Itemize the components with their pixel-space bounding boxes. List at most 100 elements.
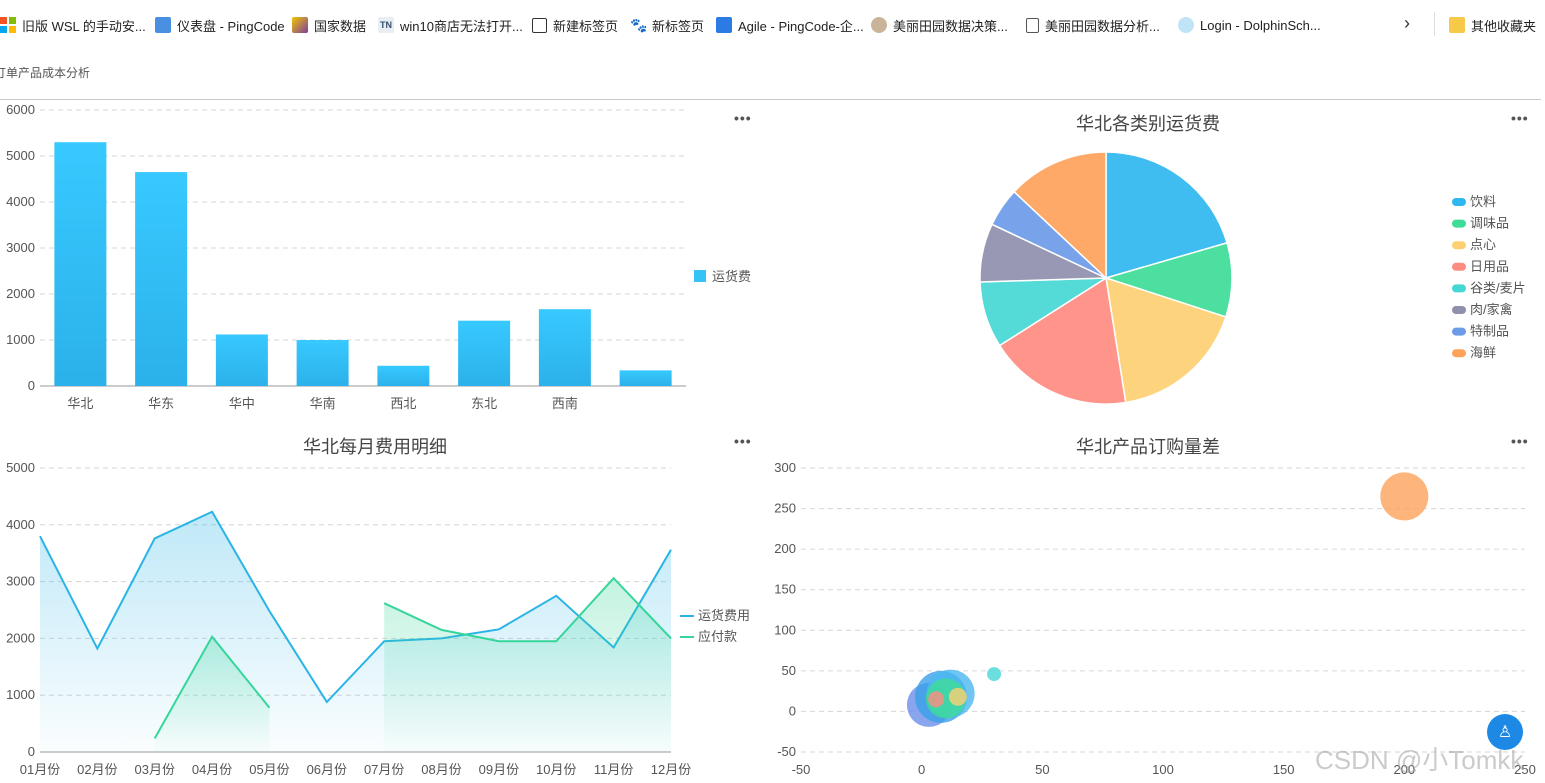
legend-label: 海鲜: [1470, 345, 1496, 360]
bookmark-item[interactable]: 🐾 新标签页: [630, 14, 704, 36]
y-tick-label: 1000: [6, 687, 35, 702]
bookmark-label: 国家数据: [314, 18, 367, 34]
y-tick-label: 1000: [6, 332, 35, 347]
legend-label: 日用品: [1470, 259, 1509, 274]
pingcode-icon: [155, 17, 171, 33]
bookmark-item[interactable]: 美丽田园数据分析...: [1026, 14, 1160, 36]
legend-label: 特制品: [1470, 324, 1509, 339]
watermark: CSDN @小Tomkk: [1315, 745, 1524, 775]
y-tick-label: 200: [774, 541, 796, 556]
y-tick-label: 6000: [6, 102, 35, 117]
legend-swatch: [1452, 262, 1466, 271]
more-options-icon[interactable]: •••: [1511, 110, 1529, 126]
header-divider: [0, 99, 1541, 100]
y-tick-label: 150: [774, 582, 796, 597]
bookmark-item[interactable]: 美丽田园数据决策...: [871, 14, 1008, 36]
series-area: [384, 578, 671, 752]
series-line: [383, 576, 672, 643]
x-tick-label: 100: [1152, 762, 1174, 777]
bookmark-item[interactable]: Login - DolphinSch...: [1178, 14, 1321, 36]
legend-label: 谷类/麦片: [1470, 280, 1526, 295]
x-tick-label: 华中: [229, 396, 255, 411]
more-options-icon[interactable]: •••: [1511, 433, 1529, 449]
scatter-point: [948, 687, 967, 706]
pie-slice: [1103, 241, 1233, 318]
y-tick-label: 50: [782, 663, 796, 678]
x-tick-label: 华南: [310, 396, 336, 411]
bar: [377, 365, 430, 386]
bookmark-label: 美丽田园数据分析...: [1045, 18, 1160, 34]
series-line: [39, 510, 672, 704]
y-tick-label: 250: [774, 501, 796, 516]
x-tick-label: 09月份: [479, 762, 519, 777]
bookmark-item[interactable]: 仪表盘 - PingCode: [155, 14, 285, 36]
bookmark-item[interactable]: 旧版 WSL 的手动安...: [0, 14, 146, 36]
legend-label: 调味品: [1470, 216, 1509, 231]
more-options-icon[interactable]: •••: [734, 433, 752, 449]
legend-label: 饮料: [1470, 194, 1496, 209]
series-area: [154, 636, 270, 752]
bookmarks-bar: 旧版 WSL 的手动安... 仪表盘 - PingCode 国家数据 TN wi…: [0, 0, 1545, 50]
y-tick-label: 2000: [6, 286, 35, 301]
scatter-point: [928, 691, 945, 708]
line-chart: 0 1000 2000 3000 4000 5000 01月份 02月份 03月份 04月份 05月…: [6, 460, 750, 777]
new-tab-icon: [532, 17, 547, 33]
x-tick-label: 01月份: [20, 762, 60, 777]
x-tick-label: 东北: [471, 396, 497, 411]
pie-slice: [1105, 151, 1228, 279]
bookmark-item[interactable]: 新建标签页: [532, 14, 618, 36]
folder-icon: [1449, 17, 1465, 33]
y-tick-label: 4000: [6, 517, 35, 532]
bar: [296, 340, 349, 386]
bird-logo-icon: [871, 17, 887, 33]
legend-swatch: [1452, 327, 1466, 336]
bookmark-label: 美丽田园数据决策...: [893, 18, 1008, 34]
x-tick-label: 西南: [552, 396, 578, 411]
bookmark-item[interactable]: TN win10商店无法打开...: [378, 14, 523, 36]
agile-icon: [716, 17, 732, 33]
x-tick-label: 10月份: [536, 762, 576, 777]
bookmark-item[interactable]: Agile - PingCode-企...: [716, 14, 864, 36]
page-title: 订单产品成本分析: [0, 66, 91, 80]
y-tick-label: 0: [789, 703, 796, 718]
y-tick-label: -50: [777, 744, 796, 759]
chevron-right-icon[interactable]: ›: [1404, 13, 1410, 33]
x-tick-label: 50: [1035, 762, 1049, 777]
y-tick-label: 0: [28, 378, 35, 393]
dolphin-icon: [1178, 17, 1194, 33]
y-tick-label: 300: [774, 460, 796, 475]
series-line: [153, 634, 271, 739]
y-tick-label: 5000: [6, 148, 35, 163]
bookmark-item[interactable]: 国家数据: [292, 14, 366, 36]
other-bookmarks-folder[interactable]: 其他收藏夹: [1449, 14, 1536, 36]
x-tick-label: 06月份: [307, 762, 347, 777]
x-tick-label: 12月份: [651, 762, 691, 777]
bar: [458, 320, 511, 386]
x-tick-label: 11月份: [594, 762, 634, 777]
y-tick-label: 4000: [6, 194, 35, 209]
bookmark-label: Agile - PingCode-企...: [738, 18, 864, 34]
x-tick-label: 华东: [148, 396, 174, 411]
floating-action-button[interactable]: ♙: [1487, 714, 1523, 750]
divider: [1434, 12, 1435, 36]
x-tick-label: 04月份: [192, 762, 232, 777]
bar: [215, 334, 268, 386]
legend-label: 肉/家禽: [1470, 302, 1513, 317]
x-tick-label: 08月份: [421, 762, 461, 777]
legend-swatch: [1452, 349, 1466, 358]
x-tick-label: 250: [1514, 762, 1536, 777]
x-tick-label: -50: [792, 762, 811, 777]
x-tick-label: 07月份: [364, 762, 404, 777]
pie-chart-title: 华北各类别运货费: [1076, 114, 1220, 134]
x-tick-label: 05月份: [249, 762, 289, 777]
bar: [538, 309, 591, 386]
y-tick-label: 3000: [6, 574, 35, 589]
more-options-icon[interactable]: •••: [734, 110, 752, 126]
legend-swatch: [694, 270, 706, 282]
y-tick-label: 5000: [6, 460, 35, 475]
scatter-chart-title: 华北产品订购量差: [1076, 437, 1220, 457]
bar: [135, 172, 188, 386]
legend-label: 运货费用: [698, 608, 750, 623]
legend-swatch: [1452, 198, 1466, 206]
